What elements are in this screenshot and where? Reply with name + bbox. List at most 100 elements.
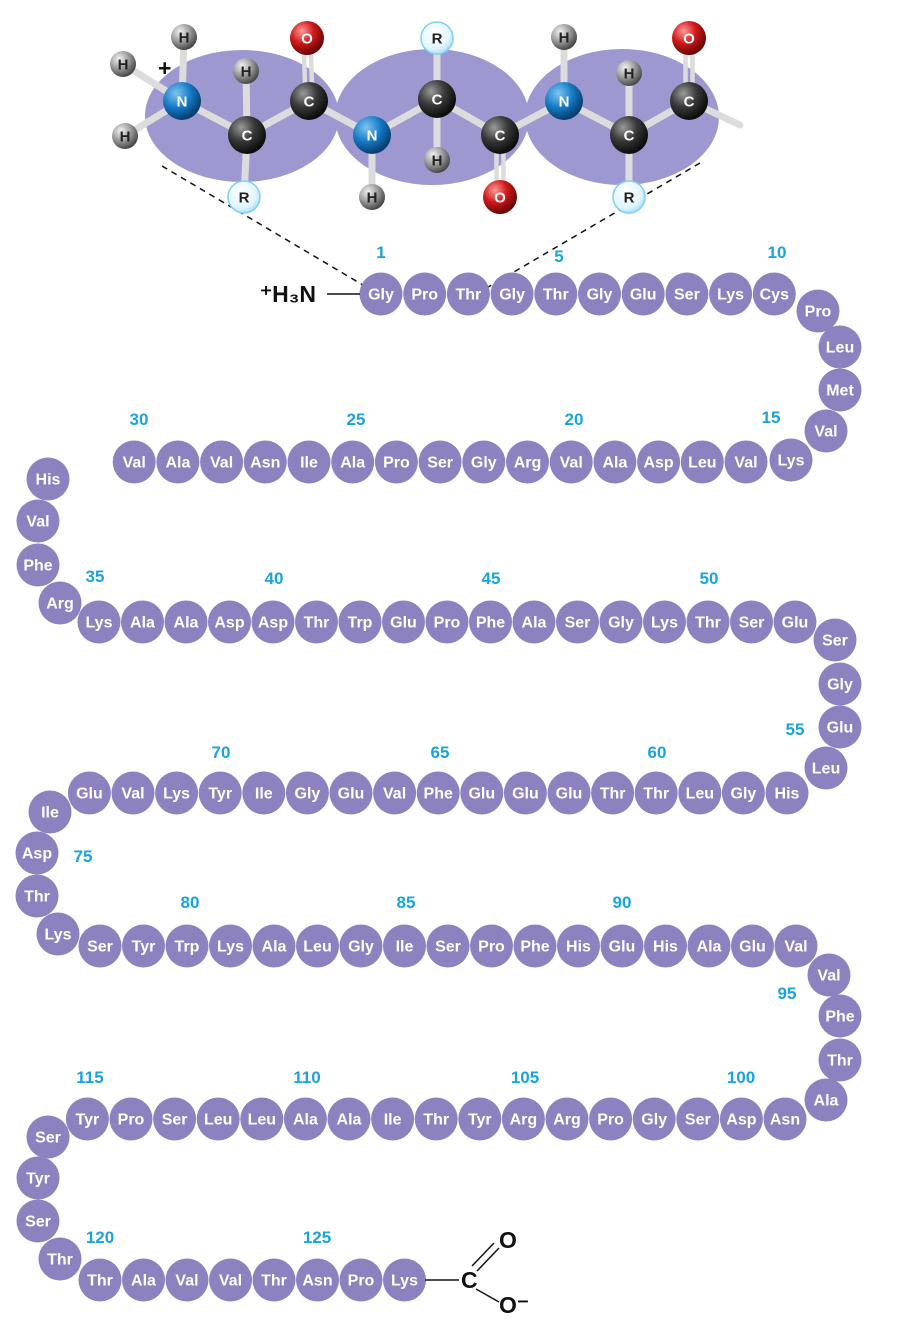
residue-number-85: 85	[397, 893, 416, 912]
residue-number-1: 1	[376, 243, 385, 262]
residue-55: Leu	[804, 746, 848, 790]
residue-number-105: 105	[511, 1068, 539, 1087]
residue-label: Val	[26, 514, 49, 531]
residue-circle	[804, 1078, 848, 1122]
residue-label: Val	[383, 786, 406, 803]
residue-11: Pro	[796, 289, 840, 333]
residue-circle	[403, 272, 447, 316]
residue-circle	[804, 409, 848, 453]
residue-label: Val	[817, 968, 840, 985]
residue-96: Thr	[818, 1038, 862, 1082]
residue-circle	[383, 924, 426, 968]
residue-label: His	[653, 939, 678, 956]
atom-label: N	[559, 94, 570, 111]
residue-circle	[38, 1237, 82, 1281]
residue-label: Asn	[770, 1112, 800, 1129]
residue-111: Leu	[196, 1097, 240, 1141]
residue-20: Val	[549, 440, 593, 484]
residue-circle	[557, 924, 600, 968]
residue-100: Ser	[676, 1097, 720, 1141]
residue-85: Ser	[426, 924, 470, 968]
residue-circle	[632, 1097, 676, 1141]
c-terminus-carbon: C	[461, 1267, 478, 1293]
residue-19: Ala	[593, 440, 637, 484]
residue-circle	[283, 1097, 327, 1141]
residue-label: Arg	[510, 1112, 538, 1129]
residue-95: Phe	[818, 994, 862, 1038]
residue-circle	[818, 368, 862, 412]
residue-circle	[818, 662, 862, 706]
residue-circle	[16, 1199, 60, 1243]
residue-103: Arg	[545, 1097, 589, 1141]
residue-circle	[752, 272, 796, 316]
residue-113: Pro	[109, 1097, 153, 1141]
residue-75: Thr	[15, 874, 59, 918]
residue-label: Gly	[348, 939, 374, 956]
atom-label: R	[432, 31, 443, 48]
residue-label: Ser	[435, 939, 461, 956]
c-terminus-oxygen-minus: O⁻	[499, 1292, 529, 1318]
residue-circle	[36, 912, 80, 956]
atom-label: H	[241, 64, 252, 81]
residue-number-45: 45	[482, 569, 501, 588]
residue-5: Thr	[534, 272, 578, 316]
residue-label: Ile	[300, 455, 318, 472]
residue-number-25: 25	[347, 410, 366, 429]
residue-circle	[327, 1097, 371, 1141]
residue-label: Pro	[478, 939, 505, 956]
residue-81: Ala	[252, 924, 296, 968]
residue-circle	[501, 1097, 545, 1141]
atom-label: O	[301, 31, 313, 48]
residue-label: Ser	[25, 1214, 51, 1231]
residue-circle	[15, 831, 59, 875]
residue-58: Leu	[678, 771, 722, 815]
hydrogen-atom: H	[359, 184, 385, 210]
residue-circle	[643, 600, 686, 644]
residue-label: Phe	[825, 1009, 854, 1026]
carbon-atom: C	[670, 82, 708, 120]
residue-label: Pro	[434, 615, 461, 632]
residue-33: Phe	[16, 543, 60, 587]
residue-circle	[338, 600, 382, 644]
residue-circle	[339, 924, 383, 968]
residue-number-120: 120	[86, 1228, 114, 1247]
residue-circle	[26, 1115, 70, 1159]
residue-67: Gly	[285, 771, 329, 815]
residue-label: Ala	[165, 455, 190, 472]
atom-sphere	[233, 58, 259, 84]
residue-115: Ser	[26, 1115, 70, 1159]
atom-label: C	[624, 128, 635, 145]
residue-3: Thr	[446, 272, 490, 316]
residue-112: Ser	[153, 1097, 197, 1141]
residue-circle	[458, 1097, 502, 1141]
residue-label: Ile	[255, 786, 273, 803]
residue-circle	[26, 457, 70, 501]
residue-label: Ser	[822, 633, 848, 650]
residue-120: Ala	[122, 1258, 165, 1302]
residue-label: Glu	[512, 786, 539, 803]
residue-label: Ser	[427, 455, 453, 472]
residue-circle	[165, 924, 209, 968]
residue-label: Pro	[383, 455, 410, 472]
residue-23: Ser	[418, 440, 462, 484]
atom-sphere	[672, 21, 706, 55]
residue-label: Glu	[739, 939, 766, 956]
residue-22: Gly	[462, 440, 506, 484]
residue-label: Val	[210, 455, 233, 472]
residue-26: Ile	[287, 440, 331, 484]
residue-circle	[339, 1258, 383, 1302]
residue-117: Ser	[16, 1199, 60, 1243]
residue-oval-1	[145, 50, 339, 182]
residue-label: Leu	[826, 340, 854, 357]
residue-44: Phe	[469, 600, 512, 644]
residue-label: Phe	[23, 558, 52, 575]
residue-label: Thr	[695, 615, 721, 632]
residue-circle	[28, 790, 72, 834]
residue-circle	[462, 440, 506, 484]
residue-54: Glu	[818, 705, 862, 749]
residue-label: Ser	[162, 1112, 188, 1129]
residue-label: Glu	[390, 615, 417, 632]
residue-circle	[77, 600, 121, 644]
residue-28: Val	[200, 440, 244, 484]
residue-label: Thr	[24, 889, 50, 906]
